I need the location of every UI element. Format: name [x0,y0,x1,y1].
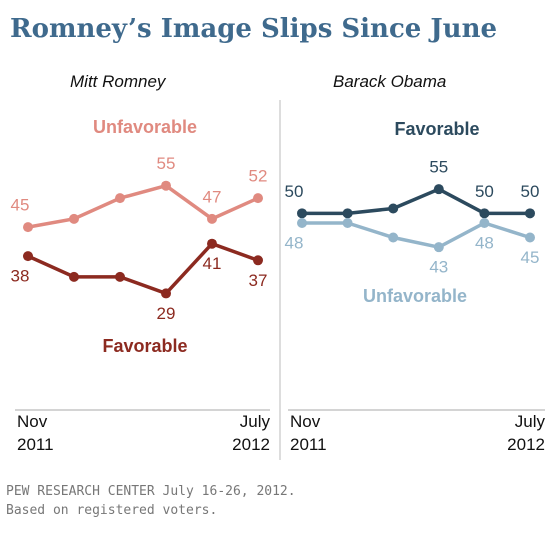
data-label: 45 [11,196,30,215]
data-label: 55 [429,158,448,177]
point [69,213,79,224]
point [342,218,353,228]
chart-title: Romney’s Image Slips Since June [10,14,498,44]
point [23,222,33,233]
point [297,218,307,228]
note: Based on registered voters. [6,503,218,518]
point [388,203,399,214]
series-line [302,221,531,250]
point [207,213,217,224]
point [115,193,125,204]
point [253,193,263,204]
series-label: Favorable [102,336,187,356]
point [525,208,535,219]
point [525,232,535,243]
data-label: 50 [521,182,540,201]
data-label: 55 [157,154,176,173]
point [479,218,490,228]
data-label: 37 [249,271,268,290]
data-label: 50 [475,182,494,201]
panel-title: Mitt Romney [70,72,166,91]
point [253,255,263,266]
series-label: Unfavorable [93,117,197,137]
source: PEW RESEARCH CENTER July 16-26, 2012. [6,484,296,499]
point [433,184,444,195]
series-line [302,187,530,216]
data-label: 43 [429,258,448,277]
point [479,208,490,219]
x-tick-label: Nov 2011 [17,412,54,454]
point [69,271,79,282]
point [433,242,444,253]
point [161,180,171,191]
point [297,208,307,219]
data-label: 38 [11,267,30,286]
point [388,232,399,243]
data-label: 50 [285,182,304,201]
data-label: 47 [203,187,222,206]
point [115,271,125,282]
point [207,238,217,249]
point [342,208,353,219]
data-label: 48 [475,233,494,252]
data-label: 29 [157,304,176,323]
series-line [27,183,259,229]
x-tick-label: July 2012 [507,412,545,454]
series-line [27,241,259,296]
data-label: 41 [203,254,222,273]
point [23,251,33,262]
data-label: 52 [249,167,268,186]
series-label: Favorable [394,119,479,139]
data-label: 48 [285,233,304,252]
x-tick-label: Nov 2011 [290,412,327,454]
point [161,288,171,299]
panel-title: Barack Obama [333,72,447,91]
data-label: 45 [521,248,540,267]
x-tick-label: July 2012 [232,412,270,454]
series-label: Unfavorable [363,286,467,306]
